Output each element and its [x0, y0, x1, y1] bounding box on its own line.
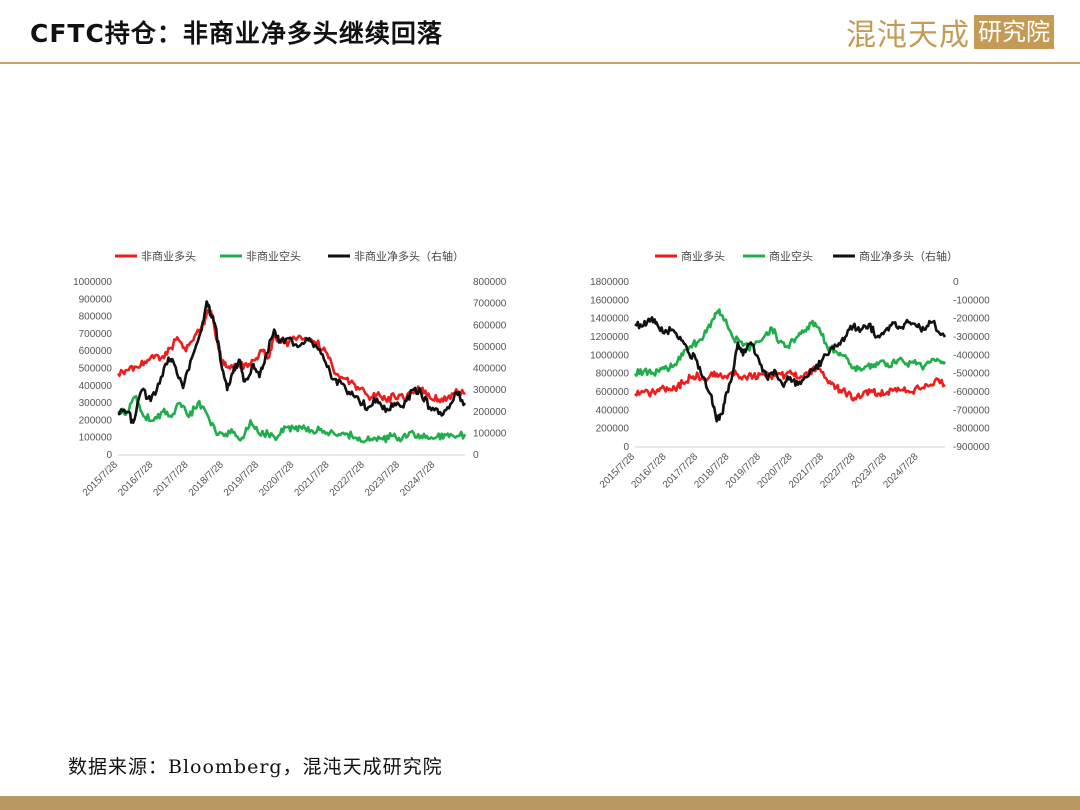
y2-tick-label: 100000 — [473, 428, 507, 439]
legend-label: 非商业空头 — [246, 249, 301, 263]
x-tick-label: 2024/7/28 — [881, 451, 921, 491]
y-tick-label: 300000 — [79, 398, 113, 409]
chart-right-svg: 0 200000 400000 600000 800000 1000000 1200000 1… — [590, 249, 990, 491]
logo-main-text: 混沌天成 — [846, 18, 970, 53]
y-tick-label: 700000 — [79, 329, 113, 340]
x-tick-label: 2020/7/28 — [257, 459, 297, 499]
series-line-2 — [117, 300, 467, 424]
y-tick-label: 100000 — [79, 433, 113, 444]
x-tick-label: 2017/7/28 — [151, 459, 191, 499]
header-divider — [0, 62, 1080, 64]
y-tick-label: 800000 — [79, 312, 113, 323]
y-tick-label: 200000 — [596, 424, 630, 435]
y2-tick-label: 500000 — [473, 342, 507, 353]
y-tick-label: 200000 — [79, 415, 113, 426]
page-title: CFTC持仓：非商业净多头继续回落 — [30, 19, 443, 48]
source-note: 数据来源：Bloomberg，混沌天成研究院 — [68, 756, 443, 778]
y-tick-label: 800000 — [596, 369, 630, 380]
series-line-1 — [116, 394, 467, 444]
y2-tick-label: -900000 — [953, 442, 990, 453]
chart-left-svg: 0 100000 200000 300000 400000 500000 600000 700… — [73, 249, 507, 499]
legend-label: 商业空头 — [769, 249, 813, 263]
x-tick-label: 2016/7/28 — [116, 459, 156, 499]
legend-label: 非商业净多头（右轴） — [354, 249, 464, 263]
y-tick-label: 1000000 — [73, 277, 112, 288]
chart-left: 0 100000 200000 300000 400000 500000 600000 700… — [60, 240, 530, 530]
y-tick-label: 0 — [623, 442, 629, 453]
series-line-1 — [633, 308, 947, 377]
y2-tick-label: -600000 — [953, 387, 990, 398]
y2-tick-label: -300000 — [953, 332, 990, 343]
y-tick-label: 400000 — [596, 405, 630, 416]
y2-tick-label: 0 — [473, 450, 479, 461]
y2-tick-label: -700000 — [953, 405, 990, 416]
y2-tick-label: 800000 — [473, 277, 507, 288]
x-tick-label: 2024/7/28 — [398, 459, 438, 499]
y2-tick-label: 700000 — [473, 299, 507, 310]
y-tick-label: 400000 — [79, 381, 113, 392]
y-tick-label: 600000 — [596, 387, 630, 398]
series-line-2 — [634, 316, 947, 423]
y2-tick-label: -100000 — [953, 295, 990, 306]
x-tick-label: 2015/7/28 — [81, 459, 121, 499]
chart-right: 0 200000 400000 600000 800000 1000000 1200000 1… — [585, 240, 1005, 530]
y-tick-label: 1800000 — [590, 277, 629, 288]
y-tick-label: 1000000 — [590, 350, 629, 361]
x-tick-label: 2018/7/28 — [187, 459, 227, 499]
legend-label: 商业多头 — [681, 249, 725, 263]
x-tick-label: 2022/7/28 — [328, 459, 368, 499]
series-line-0 — [116, 308, 466, 404]
y-tick-label: 1400000 — [590, 314, 629, 325]
y2-tick-label: 300000 — [473, 385, 507, 396]
y2-tick-label: 400000 — [473, 364, 507, 375]
brand-logo: 混沌天成 研究院 — [846, 12, 1054, 53]
y-tick-label: 1200000 — [590, 332, 629, 343]
footer-bar — [0, 796, 1080, 810]
y2-tick-label: 200000 — [473, 407, 507, 418]
y-tick-label: 0 — [106, 450, 112, 461]
y-tick-label: 500000 — [79, 364, 113, 375]
y2-tick-label: 600000 — [473, 320, 507, 331]
y2-tick-label: 0 — [953, 277, 959, 288]
y-tick-label: 900000 — [79, 294, 113, 305]
y2-tick-label: -800000 — [953, 424, 990, 435]
logo-box-text: 研究院 — [974, 15, 1054, 49]
x-tick-label: 2021/7/28 — [292, 459, 332, 499]
y2-tick-label: -200000 — [953, 314, 990, 325]
legend-label: 商业净多头（右轴） — [859, 249, 958, 263]
y-tick-label: 1600000 — [590, 295, 629, 306]
series-line-0 — [634, 365, 946, 402]
y2-tick-label: -500000 — [953, 369, 990, 380]
x-tick-label: 2019/7/28 — [222, 459, 262, 499]
legend-label: 非商业多头 — [141, 249, 196, 263]
y2-tick-label: -400000 — [953, 350, 990, 361]
x-tick-label: 2023/7/28 — [363, 459, 403, 499]
y-tick-label: 600000 — [79, 346, 113, 357]
